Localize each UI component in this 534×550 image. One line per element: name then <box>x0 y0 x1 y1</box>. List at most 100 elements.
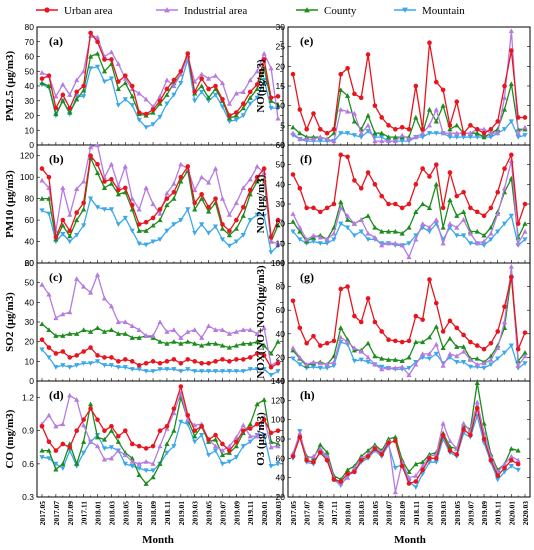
data-point <box>60 466 66 471</box>
data-point <box>234 217 239 223</box>
data-point <box>399 230 405 236</box>
data-point <box>268 444 274 450</box>
data-point <box>116 359 121 364</box>
data-point <box>467 241 474 246</box>
data-point <box>522 228 528 234</box>
data-point <box>488 230 494 236</box>
data-point <box>94 434 101 440</box>
y-tick-label: 10 <box>276 238 286 248</box>
data-point <box>115 191 121 197</box>
data-point <box>199 174 205 180</box>
data-point <box>261 367 267 372</box>
x-tick-label: 2017.09 <box>316 501 325 526</box>
data-point <box>379 193 385 199</box>
data-point <box>481 346 487 352</box>
data-point <box>205 95 212 100</box>
data-point <box>365 213 371 218</box>
data-point <box>67 239 73 245</box>
data-point <box>87 66 94 71</box>
data-point <box>261 166 267 171</box>
data-point <box>199 196 205 201</box>
data-point <box>358 217 364 222</box>
data-point <box>164 196 170 201</box>
data-point <box>192 369 198 374</box>
data-point <box>108 181 115 186</box>
data-point <box>46 345 52 350</box>
panel-label: (b) <box>49 152 64 166</box>
data-point <box>358 457 364 463</box>
data-point <box>136 228 142 233</box>
series-urban-area <box>290 40 528 136</box>
y-tick-label: 100 <box>271 258 285 268</box>
data-point <box>324 453 330 459</box>
data-point <box>150 359 156 364</box>
data-point <box>206 437 211 442</box>
y-tick-label: 60 <box>276 453 286 463</box>
data-point <box>67 309 73 315</box>
data-point <box>254 331 260 336</box>
data-point <box>399 339 405 345</box>
data-point <box>268 98 274 103</box>
data-point <box>247 176 253 182</box>
data-point <box>220 96 225 102</box>
data-point <box>220 222 225 227</box>
y-tick-label: 40 <box>276 329 286 339</box>
data-point <box>233 369 239 374</box>
data-point <box>352 178 357 183</box>
x-tick-label: 2018.03 <box>107 501 116 526</box>
data-point <box>454 353 460 359</box>
y-tick-label: 30 <box>276 22 286 32</box>
data-point <box>515 346 521 352</box>
data-point <box>247 77 253 83</box>
data-point <box>199 361 204 366</box>
series-line <box>292 42 525 135</box>
data-point <box>344 467 351 473</box>
data-point <box>199 369 205 374</box>
data-point <box>150 443 156 449</box>
data-point <box>136 110 142 115</box>
data-point <box>219 343 226 348</box>
data-point <box>385 134 392 140</box>
data-point <box>46 211 52 217</box>
data-point <box>351 118 358 124</box>
data-point <box>205 452 212 458</box>
data-point <box>87 289 94 295</box>
data-point <box>365 112 371 118</box>
data-point <box>413 182 419 187</box>
data-point <box>164 77 170 83</box>
data-point <box>502 304 507 309</box>
data-point <box>393 438 398 444</box>
x-tick-label: 2019.01 <box>177 501 186 526</box>
data-point <box>185 367 191 372</box>
data-point <box>345 471 350 477</box>
data-point <box>522 124 528 130</box>
data-point <box>433 181 439 187</box>
data-point <box>468 123 473 128</box>
data-point <box>205 341 212 346</box>
x-tick-label: 2018.01 <box>94 501 103 526</box>
data-point <box>413 339 419 345</box>
data-point <box>365 296 371 301</box>
data-point <box>399 364 405 369</box>
data-point <box>227 448 232 453</box>
data-point <box>254 351 260 356</box>
data-point <box>199 71 205 77</box>
data-point <box>344 108 351 114</box>
data-point <box>447 170 453 175</box>
data-point <box>461 427 466 432</box>
data-point <box>501 350 508 356</box>
data-point <box>122 80 128 86</box>
data-point <box>261 50 267 56</box>
data-point <box>344 475 351 480</box>
data-point <box>60 311 66 317</box>
data-point <box>460 233 467 239</box>
data-point <box>501 107 508 112</box>
data-point <box>379 115 385 120</box>
data-point <box>440 432 446 438</box>
data-point <box>392 228 398 234</box>
data-point <box>324 136 330 142</box>
data-point <box>522 133 528 138</box>
data-point <box>474 135 480 140</box>
data-point <box>247 421 253 427</box>
series-industrial-area <box>290 263 528 378</box>
